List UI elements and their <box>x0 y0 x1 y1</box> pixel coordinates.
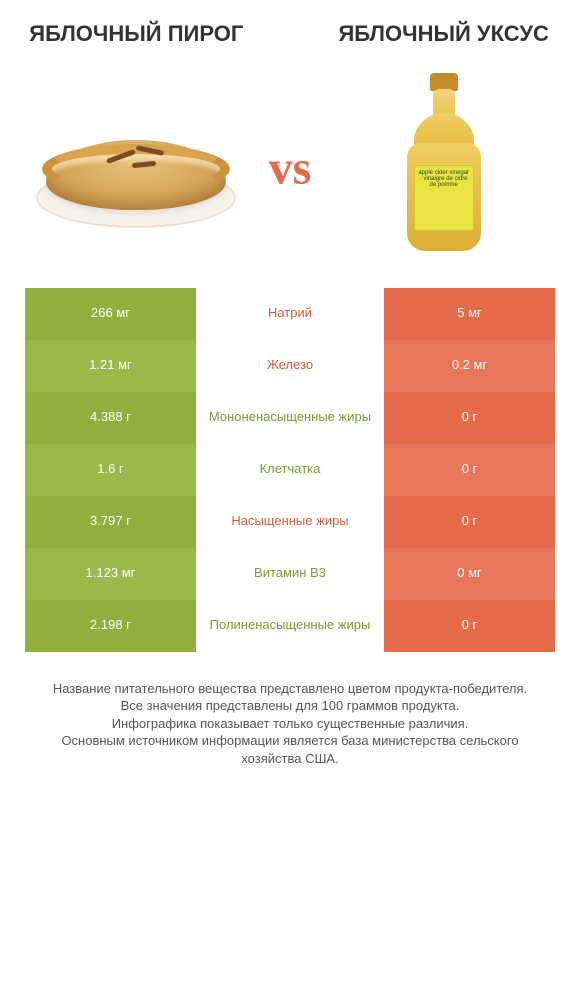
apple-pie-icon <box>36 108 236 228</box>
value-left: 1.21 мг <box>25 340 196 392</box>
value-right: 0 г <box>384 600 555 652</box>
titles-row: Яблочный пирог Яблочный уксус <box>25 20 555 48</box>
value-left: 1.123 мг <box>25 548 196 600</box>
title-right: Яблочный уксус <box>332 20 555 48</box>
nutrient-name: Натрий <box>196 288 384 340</box>
value-left: 2.198 г <box>25 600 196 652</box>
table-row: 3.797 гНасыщенные жиры0 г <box>25 496 555 548</box>
hero-image-left <box>25 108 248 228</box>
footer-line: Основным источником информации является … <box>33 732 547 767</box>
footer-line: Инфографика показывает только существенн… <box>33 715 547 733</box>
title-left: Яблочный пирог <box>25 20 248 48</box>
hero-image-right: apple cider vinegar · vinaigre de cidre … <box>332 73 555 263</box>
value-left: 266 мг <box>25 288 196 340</box>
table-row: 4.388 гМононенасыщенные жиры0 г <box>25 392 555 444</box>
value-left: 1.6 г <box>25 444 196 496</box>
table-row: 1.21 мгЖелезо0.2 мг <box>25 340 555 392</box>
infographic-root: Яблочный пирог Яблочный уксус vs apple c… <box>0 0 580 787</box>
value-left: 3.797 г <box>25 496 196 548</box>
nutrient-name: Витамин B3 <box>196 548 384 600</box>
nutrition-table: 266 мгНатрий5 мг1.21 мгЖелезо0.2 мг4.388… <box>25 288 555 652</box>
value-right: 0 г <box>384 392 555 444</box>
nutrient-name: Мононенасыщенные жиры <box>196 392 384 444</box>
value-left: 4.388 г <box>25 392 196 444</box>
table-row: 1.6 гКлетчатка0 г <box>25 444 555 496</box>
value-right: 0 г <box>384 496 555 548</box>
value-right: 0.2 мг <box>384 340 555 392</box>
nutrient-name: Железо <box>196 340 384 392</box>
value-right: 0 мг <box>384 548 555 600</box>
value-right: 5 мг <box>384 288 555 340</box>
footer-notes: Название питательного вещества представл… <box>25 680 555 768</box>
nutrient-name: Насыщенные жиры <box>196 496 384 548</box>
vs-label: vs <box>269 140 312 195</box>
nutrient-name: Клетчатка <box>196 444 384 496</box>
nutrient-name: Полиненасыщенные жиры <box>196 600 384 652</box>
value-right: 0 г <box>384 444 555 496</box>
table-row: 266 мгНатрий5 мг <box>25 288 555 340</box>
hero-row: vs apple cider vinegar · vinaigre de cid… <box>25 63 555 273</box>
bottle-label: apple cider vinegar · vinaigre de cidre … <box>414 165 474 231</box>
footer-line: Все значения представлены для 100 граммо… <box>33 697 547 715</box>
footer-line: Название питательного вещества представл… <box>33 680 547 698</box>
table-row: 1.123 мгВитамин B30 мг <box>25 548 555 600</box>
vinegar-bottle-icon: apple cider vinegar · vinaigre de cidre … <box>399 73 489 263</box>
table-row: 2.198 гПолиненасыщенные жиры0 г <box>25 600 555 652</box>
